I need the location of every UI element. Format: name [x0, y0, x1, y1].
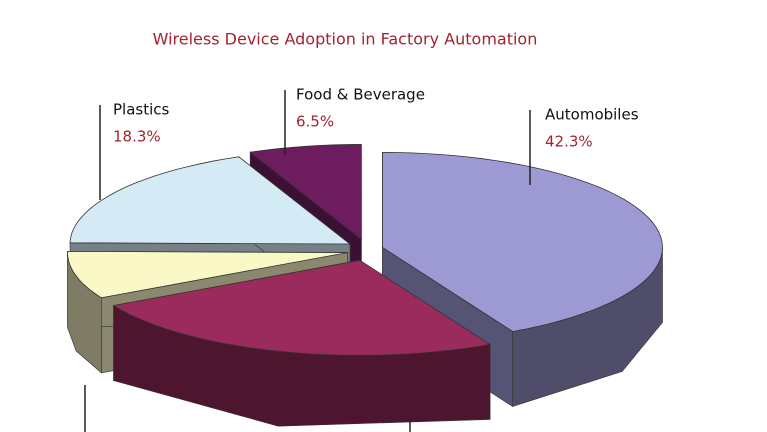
slice-top [112, 259, 492, 356]
category-label: Plastics [113, 101, 170, 119]
value-label: 6.5% [296, 113, 334, 131]
chart-title: Wireless Device Adoption in Factory Auto… [153, 30, 538, 49]
slice-top [69, 156, 352, 245]
category-label: Automobiles [545, 106, 639, 124]
slice-top [249, 143, 362, 241]
value-label: 42.3% [545, 133, 593, 151]
slice-top [67, 250, 348, 299]
category-label: Food & Beverage [296, 86, 425, 104]
value-label: 18.3% [113, 128, 161, 146]
slice-top [382, 151, 663, 332]
slice [112, 259, 492, 427]
